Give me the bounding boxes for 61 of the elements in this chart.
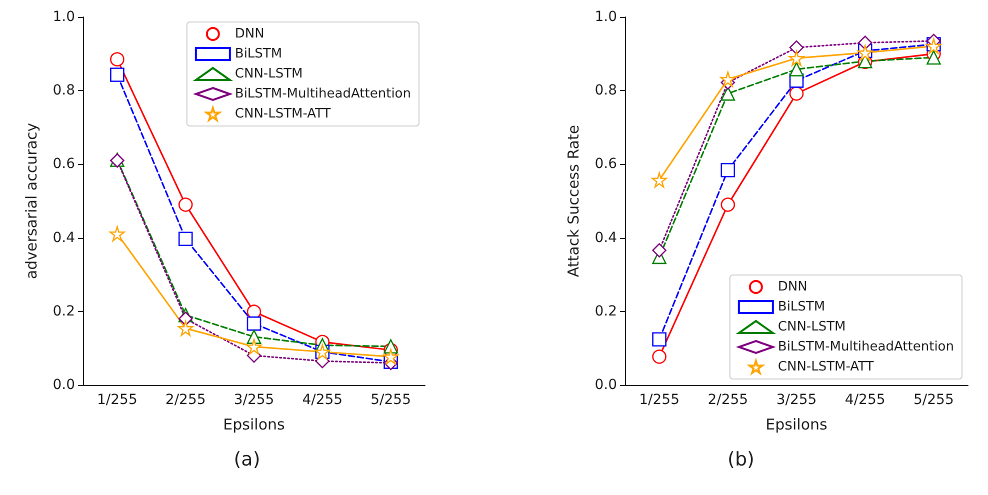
legend-label: CNN-LSTM-ATT [778,360,874,374]
x-tick-label: 5/255 [914,392,954,408]
x-tick-label: 2/255 [708,392,748,408]
y-tick-label: 0.8 [594,82,617,99]
legend-label: DNN [234,26,264,42]
point [789,62,804,76]
point [652,243,666,258]
y-tick-label: 0.2 [52,303,75,320]
y-tick-label: 0.0 [594,377,617,393]
point [720,162,736,178]
point [246,316,262,331]
y-axis-title: adversarial accuracy [22,122,40,280]
text: (b) [728,448,754,470]
legend-label: CNN-LSTM-ATT [234,106,331,122]
y-tick-label: 1.0 [52,9,75,25]
x-tick-label: 4/255 [844,392,886,408]
x-tick-label: 4/255 [302,392,343,408]
text: (a) [234,448,260,470]
x-tick-label: 2/255 [165,392,206,408]
y-tick-label: 1.0 [594,9,617,25]
point [383,349,398,364]
point [178,232,193,246]
y-tick-label: 0.4 [52,230,76,246]
point [110,68,124,82]
y-tick-label: 0.0 [52,377,75,393]
legend-label: DNN [778,280,808,294]
point [110,226,125,242]
point [789,86,804,101]
point [110,52,124,66]
legend-label: CNN-LSTM [234,66,303,82]
x-tick-label: 3/255 [776,392,817,408]
y-tick-label: 0.6 [594,156,618,172]
legend-label: BiLSTM [234,46,282,62]
y-tick-label: 0.2 [594,303,617,320]
x-tick-label: 1/255 [97,392,138,408]
x-tick-label: 1/255 [639,392,680,408]
point [789,40,804,55]
point [720,86,736,101]
point [652,172,667,188]
y-tick-label: 0.8 [52,82,75,99]
point [926,38,942,54]
point [178,320,194,336]
point [720,72,736,87]
x-tick-label: 3/255 [234,392,274,408]
y-tick-label: 0.4 [594,230,618,246]
point [926,50,941,65]
point [652,332,666,347]
x-axis-title: Epsilons [223,416,286,434]
point [788,50,804,66]
x-axis-title: Epsilons [766,416,828,434]
point [178,198,193,212]
point [720,198,736,212]
legend-label: CNN-LSTM [778,320,846,334]
y-tick-label: 0.6 [52,156,76,172]
y-axis-title: Attack Success Rate [564,124,582,278]
legend-label: BiLSTM [778,300,826,314]
legend-label: BiLSTM-MultiheadAttention [234,86,412,102]
point [246,339,262,354]
point [652,350,666,364]
legend-label: BiLSTM-MultiheadAttention [778,340,954,354]
x-tick-label: 5/255 [370,392,411,408]
